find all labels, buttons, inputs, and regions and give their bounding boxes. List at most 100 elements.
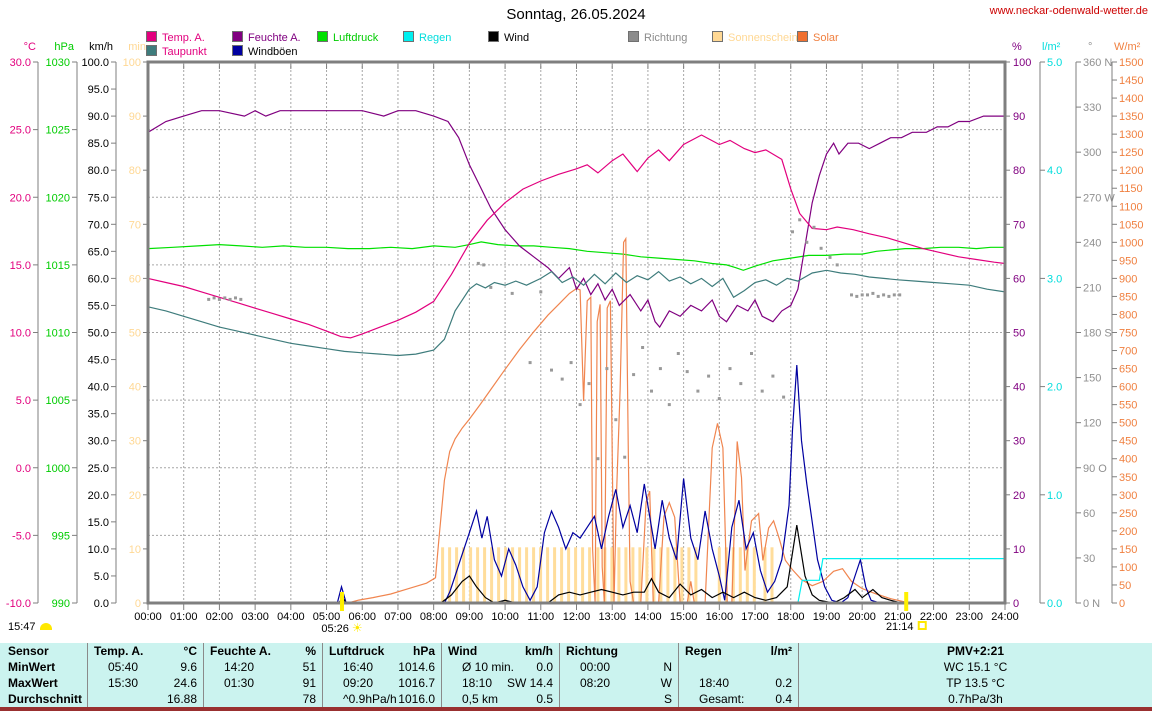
sun-cloud-icon xyxy=(39,623,52,630)
legend-swatch-windboen xyxy=(232,45,243,56)
axis-tick-label: 200 xyxy=(1119,526,1137,538)
axis-tick-label: 60 xyxy=(129,273,141,285)
axis-tick-label: 550 xyxy=(1119,400,1137,412)
axis-tick-label: 70.0 xyxy=(88,219,109,231)
axis-tick-label: 650 xyxy=(1119,364,1137,376)
axis-tick-label: 1200 xyxy=(1119,165,1143,177)
stats-column-regen: Regen l/m² 18:40 0.2 Gesamt: 0.4 xyxy=(678,643,798,707)
table-cell: 08:20 W xyxy=(580,676,672,690)
axis-tick-label: 150 xyxy=(1119,544,1137,556)
axis-tick-label: 10.0 xyxy=(10,328,31,340)
axis-tick-label: 850 xyxy=(1119,291,1137,303)
stats-column-temp-a: Temp. A. °C 05:40 9.6 15:30 24.6 16.88 xyxy=(87,643,203,707)
axis-tick-label: 995 xyxy=(52,530,70,542)
time-tick-label: 03:00 xyxy=(241,611,269,623)
axis-tick-label: 3.0 xyxy=(1047,273,1062,285)
axis-tick-label: 1.0 xyxy=(1047,490,1062,502)
row-label: MaxWert xyxy=(8,676,58,690)
axis-left-hpa: 1030 1025 1020 1015 1010 1005 1000 995 990 hPa xyxy=(46,41,78,610)
time-tick-label: 22:00 xyxy=(920,611,948,623)
time-tick-label: 19:00 xyxy=(813,611,841,623)
axis-tick-label: 990 xyxy=(52,598,70,610)
axis-tick-label: 1500 xyxy=(1119,57,1143,69)
table-cell: Gesamt: 0.4 xyxy=(699,692,792,706)
axis-tick-label: 100 xyxy=(1013,57,1031,69)
axis-left-km-h: 100.0 95.0 90.0 85.0 80.0 75.0 70.0 65.0 60.0 55.… xyxy=(81,41,117,610)
axis-tick-label: 600 xyxy=(1119,382,1137,394)
axis-tick-label: 15.0 xyxy=(88,517,109,529)
axis-tick-label: 30 xyxy=(1013,436,1025,448)
column-header: Wind km/h xyxy=(448,644,553,658)
axis-tick-label: 20 xyxy=(129,490,141,502)
axis-tick-label: 65.0 xyxy=(88,246,109,258)
weather-chart: 30.025.020.015.010.05.00.0-5.0-10.0°C103… xyxy=(6,41,1144,623)
axis-tick-label: 40 xyxy=(1013,382,1025,394)
row-label: MinWert xyxy=(8,660,56,674)
time-tick-label: 17:00 xyxy=(741,611,769,623)
axis-tick-label: 50 xyxy=(1013,328,1025,340)
table-cell xyxy=(679,659,798,675)
windboen-line xyxy=(148,364,1005,604)
axis-tick-label: 25.0 xyxy=(10,125,31,137)
axis-unit-label: l/m² xyxy=(1042,41,1061,53)
axis-tick-label: 210 xyxy=(1083,282,1101,294)
axis-tick-label: 1030 xyxy=(46,57,70,69)
legend-label: Solar xyxy=(813,32,839,44)
axis-right-w-m: 1500145014001350130012501200115011001050… xyxy=(1111,41,1143,610)
axis-tick-label: 100 xyxy=(1119,562,1137,574)
summary-line: 0.7hPa/3h xyxy=(948,692,1003,706)
axis-tick-label: 1020 xyxy=(46,192,70,204)
axis-tick-label: 1300 xyxy=(1119,129,1143,141)
axis-tick-label: 0.0 xyxy=(94,598,109,610)
wind-direction-dots xyxy=(207,218,902,461)
time-tick-label: 15:00 xyxy=(670,611,698,623)
axis-tick-label: 90.0 xyxy=(88,111,109,123)
legend-item-sonnenschein: Sonnenschein xyxy=(712,31,798,44)
website-link[interactable]: www.neckar-odenwald-wetter.de xyxy=(989,5,1148,17)
legend-item-wind: Wind xyxy=(488,31,529,44)
axis-unit-label: min xyxy=(128,41,146,53)
axis-tick-label: 1025 xyxy=(46,125,70,137)
axis-tick-label: 90 xyxy=(129,111,141,123)
axis-tick-label: 1450 xyxy=(1119,75,1143,87)
axis-tick-label: 0.0 xyxy=(16,463,31,475)
table-cell: 0,5 km 0.5 xyxy=(462,692,553,706)
axis-tick-label: 4.0 xyxy=(1047,165,1062,177)
axis-right-: 360 N 330 300 270 W 240 210 180 S 150 120 90 O 60 3… xyxy=(1075,41,1115,610)
legend-swatch-wind xyxy=(488,31,499,42)
grid-lines xyxy=(148,62,1005,603)
table-cell: 05:40 9.6 xyxy=(108,660,197,674)
row-label: Sensor xyxy=(8,644,49,658)
legend-label: Wind xyxy=(504,32,530,44)
axis-tick-label: 10.0 xyxy=(88,544,109,556)
regen-line xyxy=(797,557,1005,604)
table-cell: 15:30 24.6 xyxy=(108,676,197,690)
temp-a-line xyxy=(147,134,1006,339)
axis-tick-label: 30.0 xyxy=(10,57,31,69)
axis-unit-label: ° xyxy=(1088,41,1092,53)
time-tick-label: 24:00 xyxy=(991,611,1019,623)
axis-tick-label: 60 xyxy=(1083,508,1095,520)
axis-tick-label: 0.0 xyxy=(1047,598,1062,610)
axis-tick-label: 5.0 xyxy=(94,571,109,583)
legend-swatch-solar xyxy=(797,31,808,42)
axis-tick-label: 800 xyxy=(1119,309,1137,321)
axis-tick-label: 300 xyxy=(1119,490,1137,502)
legend-label: Richtung xyxy=(644,32,688,44)
axis-tick-label: 80.0 xyxy=(88,165,109,177)
table-cell: S xyxy=(663,692,672,706)
axis-tick-label: 95.0 xyxy=(88,84,109,96)
axis-tick-label: 0 xyxy=(1013,598,1019,610)
axis-tick-label: 400 xyxy=(1119,454,1137,466)
time-tick-label: 20:00 xyxy=(848,611,876,623)
time-tick-label: 12:00 xyxy=(563,611,591,623)
axis-tick-label: 1150 xyxy=(1119,183,1143,195)
legend-swatch-richtung xyxy=(628,31,639,42)
sunrise-icon: ☀ xyxy=(351,621,363,635)
table-cell: 09:20 1016.7 xyxy=(343,676,435,690)
axis-tick-label: 15.0 xyxy=(10,260,31,272)
axis-unit-label: km/h xyxy=(89,41,113,53)
axis-tick-label: 35.0 xyxy=(88,409,109,421)
